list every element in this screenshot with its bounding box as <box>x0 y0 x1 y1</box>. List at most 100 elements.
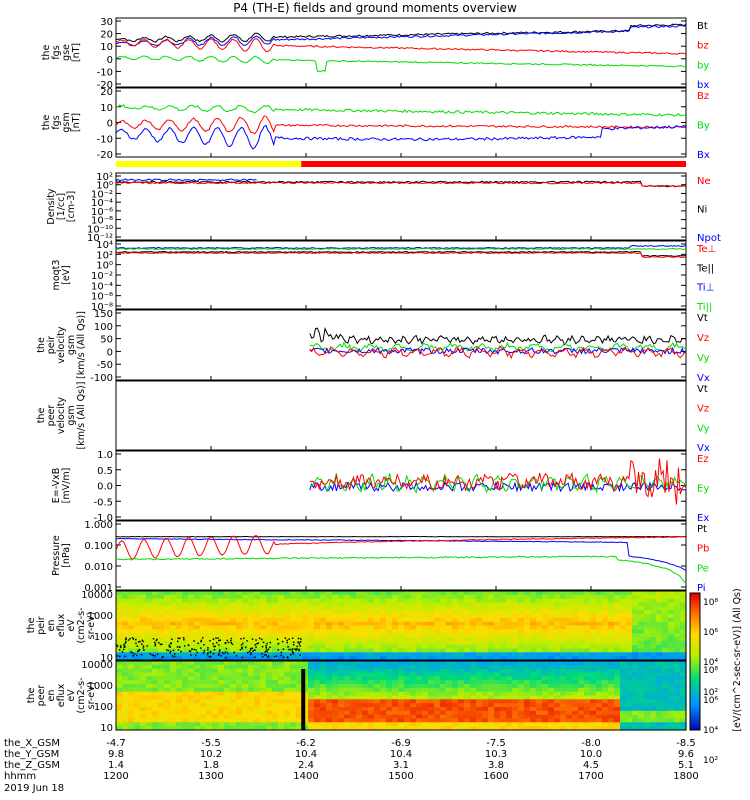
peir-spectrum-cell <box>608 598 615 604</box>
peir-spectrum-cell <box>176 640 183 646</box>
peir-spectrum-cell <box>284 633 291 638</box>
peir-spectrum-noise <box>207 649 209 651</box>
peir-spectrum-noise <box>207 647 209 649</box>
peer-spectrum-ylabel-line: the <box>26 688 37 704</box>
peir-spectrum-cell <box>482 602 489 607</box>
peir-spectrum-cell <box>416 610 423 615</box>
peir-spectrum-cell <box>674 656 681 661</box>
peer-spectrum-cell <box>470 676 477 681</box>
peir-spectrum-cell <box>524 656 531 661</box>
peer-spectrum-cell <box>230 691 237 697</box>
peer-spectrum-cell <box>356 672 363 677</box>
peer-spectrum-cell <box>506 703 513 708</box>
peir-spectrum-cell <box>338 610 345 615</box>
peir-spectrum-cell <box>572 640 579 646</box>
peir-spectrum-cell <box>194 610 201 615</box>
peer-spectrum-cell <box>668 661 675 666</box>
peer-spectrum-cell <box>560 695 567 700</box>
peir-spectrum-cell <box>650 610 657 615</box>
peir-spectrum-cell <box>392 652 399 657</box>
peer-spectrum-cell <box>638 687 645 693</box>
peir-spectrum-cell <box>602 617 609 623</box>
peer-spectrum-cell <box>578 695 585 700</box>
peir-spectrum-cell <box>116 656 123 661</box>
peir-spectrum-cell <box>314 610 321 615</box>
fgs-gsm-frame <box>115 87 687 158</box>
peir-spectrum-cell <box>158 656 165 661</box>
peer-spectrum-cell <box>566 695 573 700</box>
peer-spectrum-cell <box>572 676 579 681</box>
peir-spectrum-cell <box>620 648 627 653</box>
peer-spectrum-cell <box>554 710 561 716</box>
peer-spectrum-cell <box>194 668 201 674</box>
peir-spectrum-cell <box>416 621 423 627</box>
peer-spectrum-cell <box>134 664 141 670</box>
peir-spectrum-cell <box>170 629 177 634</box>
peer-spectrum-cell <box>650 680 657 685</box>
peer-spectrum-cell <box>212 695 219 700</box>
peir-spectrum-cell <box>452 629 459 634</box>
peir-spectrum-cell <box>452 598 459 604</box>
peir-spectrum-cell <box>158 610 165 615</box>
peir-spectrum-cell <box>518 614 525 619</box>
peir-spectrum-noise <box>250 647 252 650</box>
peer-spectrum-cell <box>536 680 543 685</box>
peer-spectrum-cell <box>416 668 423 674</box>
peir-spectrum-cell <box>458 606 465 611</box>
peer-spectrum-cell <box>488 722 495 727</box>
peir-spectrum-cell <box>542 617 549 623</box>
peir-spectrum-cell <box>542 625 549 630</box>
peer-spectrum-cell <box>374 718 381 723</box>
peir-spectrum-cell <box>116 644 123 650</box>
peir-spectrum-cell <box>452 640 459 646</box>
peer-spectrum-cell <box>488 664 495 670</box>
peir-spectrum-cell <box>326 602 333 607</box>
peer-spectrum-cell <box>602 726 609 731</box>
efield-ylabel-line: [mV/m] <box>61 468 72 504</box>
peir-spectrum-cell <box>116 633 123 638</box>
peer-spectrum-cell <box>464 691 471 697</box>
peir-spectrum-cell <box>314 594 321 600</box>
peir-spectrum-cell <box>194 594 201 600</box>
peir-spectrum-noise <box>139 640 141 643</box>
peer-spectrum-cell <box>308 718 315 723</box>
peir-spectrum-cell <box>278 637 285 642</box>
peir-spectrum-noise <box>258 637 261 640</box>
peer-spectrum-cell <box>650 672 657 677</box>
efield-legend-Ez: Ez <box>697 454 709 465</box>
peir-spectrum-cell <box>632 591 639 596</box>
peir-spectrum-cell <box>302 625 309 630</box>
peir-spectrum-cell <box>266 652 273 657</box>
peir-spectrum-cell <box>542 591 549 596</box>
peir-spectrum-cell <box>476 637 483 642</box>
peer-spectrum-cell <box>212 707 219 712</box>
peer-spectrum-cell <box>476 664 483 670</box>
peir-spectrum-cell <box>242 637 249 642</box>
peir-spectrum-cell <box>542 606 549 611</box>
peer-spectrum-cell <box>404 672 411 677</box>
peir-spectrum-cell <box>362 621 369 627</box>
peer-spectrum-cell <box>554 714 561 720</box>
peir-spectrum-noise <box>242 642 244 645</box>
peir-spectrum-cell <box>194 652 201 657</box>
peer-spectrum-cell <box>200 661 207 666</box>
peir-spectrum-cell <box>626 629 633 634</box>
peir-spectrum-cell <box>212 648 219 653</box>
peer-spectrum-cell <box>326 695 333 700</box>
peir-spectrum-cell <box>518 656 525 661</box>
peir-spectrum-cell <box>440 652 447 657</box>
peer-spectrum-cell <box>506 718 513 723</box>
peer-spectrum-cell <box>332 703 339 708</box>
peer-spectrum-cell <box>374 707 381 712</box>
peir-spectrum-noise <box>265 646 268 649</box>
peir-spectrum-cell <box>332 648 339 653</box>
peer-spectrum-cell <box>494 684 501 689</box>
peir-spectrum-cell <box>152 648 159 653</box>
peir-spectrum-cell <box>392 594 399 600</box>
peer-spectrum-cell <box>494 718 501 723</box>
peer-spectrum-cell <box>296 703 303 708</box>
peir-spectrum-cell <box>560 617 567 623</box>
peer-spectrum-cell <box>266 668 273 674</box>
peer-spectrum-cell <box>272 707 279 712</box>
peer-spectrum-cell <box>548 664 555 670</box>
